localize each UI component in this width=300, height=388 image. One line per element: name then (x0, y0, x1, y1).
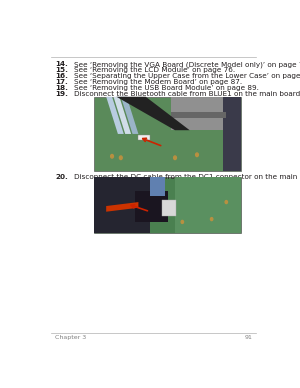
Circle shape (119, 156, 122, 159)
Text: See ‘Removing the LCD Module’ on page 76.: See ‘Removing the LCD Module’ on page 76… (74, 68, 235, 73)
Text: 20.: 20. (55, 175, 68, 180)
Circle shape (225, 201, 227, 204)
Polygon shape (113, 97, 131, 134)
Bar (171, 112, 226, 118)
Text: 14.: 14. (55, 61, 68, 68)
Bar (150, 177, 165, 196)
Text: See ‘Separating the Upper Case from the Lower Case’ on page 78.: See ‘Separating the Upper Case from the … (74, 73, 300, 79)
Circle shape (196, 153, 198, 157)
Bar (171, 97, 226, 130)
Bar (224, 97, 241, 171)
Text: See ‘Removing the Modem Board’ on page 87.: See ‘Removing the Modem Board’ on page 8… (74, 79, 242, 85)
Text: See ‘Removing the VGA Board (Discrete Model only)’ on page 75.: See ‘Removing the VGA Board (Discrete Mo… (74, 61, 300, 68)
Bar (138, 135, 150, 140)
Text: 19.: 19. (55, 91, 68, 97)
Text: 17.: 17. (55, 79, 68, 85)
Polygon shape (116, 97, 190, 130)
Circle shape (111, 154, 113, 158)
Text: 18.: 18. (55, 85, 68, 91)
Polygon shape (106, 202, 138, 212)
Text: See ‘Removing the USB Board Module’ on page 89.: See ‘Removing the USB Board Module’ on p… (74, 85, 258, 91)
Bar (136, 191, 168, 222)
Bar (94, 97, 241, 171)
Text: Disconnect the DC cable from the DC1 connector on the main board.: Disconnect the DC cable from the DC1 con… (74, 175, 300, 180)
Text: 91: 91 (245, 335, 253, 340)
Text: Disconnect the Bluetooth cable from BLUE1 on the main board.: Disconnect the Bluetooth cable from BLUE… (74, 91, 300, 97)
Polygon shape (106, 97, 124, 134)
Circle shape (181, 220, 184, 223)
Bar (175, 177, 241, 233)
Bar (162, 200, 176, 216)
Circle shape (174, 156, 176, 159)
Bar (94, 177, 241, 233)
Bar (94, 177, 150, 233)
Text: 15.: 15. (55, 68, 68, 73)
Text: Chapter 3: Chapter 3 (55, 335, 86, 340)
Polygon shape (121, 97, 138, 134)
Text: 16.: 16. (55, 73, 68, 79)
Circle shape (211, 218, 213, 221)
